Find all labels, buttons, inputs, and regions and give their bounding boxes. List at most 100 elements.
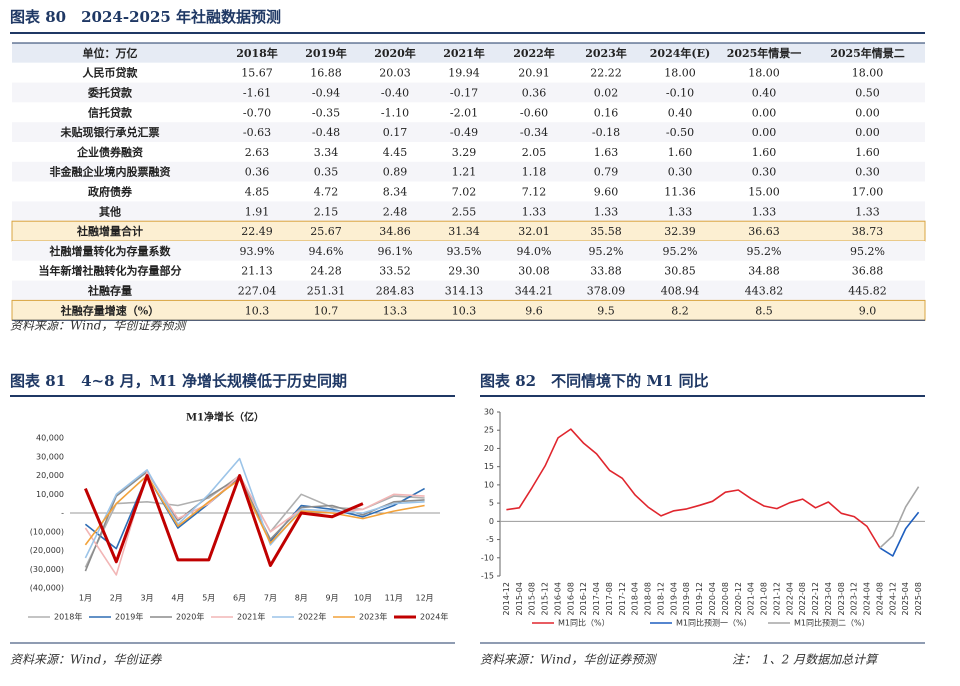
table-cell: 3.34 xyxy=(314,146,339,159)
x-tick-label: 2023-04 xyxy=(824,582,833,615)
y-tick-label: 0 xyxy=(489,517,494,526)
table-cell: 1.33 xyxy=(522,205,547,218)
series-line xyxy=(879,486,920,549)
x-tick-label: 5月 xyxy=(202,594,215,603)
table-cell: 314.13 xyxy=(445,285,484,298)
table-row xyxy=(12,280,925,301)
table-cell: 4.85 xyxy=(245,186,270,199)
table-cell: 信托贷款 xyxy=(88,105,133,119)
header-cell: 2025年情景一 xyxy=(727,46,802,60)
x-tick-label: 2020-04 xyxy=(708,582,717,615)
table-cell: 3.29 xyxy=(452,146,477,159)
x-tick-label: 9月 xyxy=(326,594,339,603)
x-tick-label: 2024-12 xyxy=(888,582,897,615)
table-cell: 0.00 xyxy=(752,126,777,139)
table-cell: -0.17 xyxy=(450,87,478,100)
x-tick-label: 10月 xyxy=(354,594,372,603)
x-tick-label: 2025-08 xyxy=(914,582,923,615)
x-tick-label: 2018-04 xyxy=(631,582,640,615)
x-tick-label: 2021-04 xyxy=(747,582,756,615)
legend-label: 2021年 xyxy=(237,612,265,622)
y-tick-label: (40,000) xyxy=(30,584,64,593)
table-cell: 社融存量 xyxy=(87,284,132,298)
x-tick-label: 2023-08 xyxy=(837,582,846,615)
table-cell: -0.10 xyxy=(666,87,694,100)
series-line xyxy=(84,457,425,559)
table-cell: 96.1% xyxy=(378,245,413,258)
table-cell: 0.89 xyxy=(383,166,408,179)
y-tick-label: 10 xyxy=(484,480,494,489)
table-cell: 1.33 xyxy=(855,205,880,218)
table-cell: 227.04 xyxy=(238,285,277,298)
y-tick-label: 10,000 xyxy=(36,490,64,499)
table-cell: 18.00 xyxy=(664,67,696,80)
table-cell: 人民币贷款 xyxy=(83,66,139,80)
table-cell: -0.40 xyxy=(381,87,409,100)
header-cell: 单位：万亿 xyxy=(83,46,138,60)
x-tick-label: 2017-08 xyxy=(605,582,614,615)
table-cell: 20.91 xyxy=(518,67,550,80)
table-cell: 9.5 xyxy=(597,304,615,317)
legend-label: M1同比预测二（%） xyxy=(794,618,870,628)
table-cell: 31.34 xyxy=(448,225,480,238)
table-cell: 9.6 xyxy=(525,304,543,317)
y-tick-label: 20 xyxy=(484,444,494,453)
table-cell: 34.88 xyxy=(748,265,780,278)
x-tick-label: 2015-04 xyxy=(515,582,524,615)
legend-label: 2024年 xyxy=(420,612,448,622)
y-tick-label: 30,000 xyxy=(36,452,64,461)
table-cell: 1.33 xyxy=(668,205,693,218)
table-cell: 社融增量转化为存量系数 xyxy=(49,244,172,258)
x-tick-label: 2024-08 xyxy=(875,582,884,615)
x-tick-label: 2022-12 xyxy=(811,582,820,615)
table-cell: 378.09 xyxy=(587,285,626,298)
y-tick-label: - xyxy=(61,509,64,518)
table-cell: 18.00 xyxy=(748,67,780,80)
table-cell: 284.83 xyxy=(376,285,415,298)
table-cell: 95.2% xyxy=(747,245,782,258)
x-tick-label: 2018-12 xyxy=(656,582,665,615)
table-row xyxy=(12,201,925,222)
table-cell: 委托贷款 xyxy=(87,86,133,100)
y-tick-label: (30,000) xyxy=(30,565,64,574)
table-cell: -1.10 xyxy=(381,106,409,119)
table-cell: 9.0 xyxy=(859,304,877,317)
table-cell: 4.72 xyxy=(314,186,339,199)
x-tick-label: 2017-04 xyxy=(592,582,601,615)
table-cell: 0.00 xyxy=(855,126,880,139)
table-cell: 95.2% xyxy=(589,245,624,258)
table-cell: 0.16 xyxy=(594,106,619,119)
x-tick-label: 7月 xyxy=(264,594,277,603)
table-cell: 22.49 xyxy=(241,225,273,238)
x-tick-label: 2016-08 xyxy=(566,582,575,615)
x-tick-label: 4月 xyxy=(171,594,184,603)
x-tick-label: 2016-12 xyxy=(579,582,588,615)
table-row xyxy=(12,82,925,103)
x-tick-label: 2月 xyxy=(110,594,123,603)
y-tick-label: -15 xyxy=(481,572,494,581)
header-cell: 2018年 xyxy=(236,46,278,60)
table-cell: 1.63 xyxy=(594,146,619,159)
table-cell: 408.94 xyxy=(661,285,700,298)
table-cell: 22.22 xyxy=(590,67,622,80)
table-cell: 95.2% xyxy=(850,245,885,258)
source: 资料来源：Wind，华创证券 xyxy=(10,653,162,667)
legend-label: 2023年 xyxy=(359,612,387,622)
table-cell: 1.60 xyxy=(855,146,880,159)
table-cell: -0.34 xyxy=(520,126,548,139)
table-cell: 10.3 xyxy=(452,304,477,317)
table-cell: 93.5% xyxy=(447,245,482,258)
x-tick-label: 2021-08 xyxy=(760,582,769,615)
table-cell: 0.30 xyxy=(668,166,693,179)
table-cell: 93.9% xyxy=(240,245,275,258)
table-cell: 当年新增社融转化为存量部分 xyxy=(39,264,182,278)
table-cell: 未贴现银行承兑汇票 xyxy=(60,125,160,139)
table-cell: 4.45 xyxy=(383,146,408,159)
table-cell: -1.61 xyxy=(243,87,271,100)
x-tick-label: 2025-04 xyxy=(901,582,910,615)
x-tick-label: 2019-08 xyxy=(682,582,691,615)
table-cell: 0.02 xyxy=(594,87,619,100)
table-cell: 32.39 xyxy=(664,225,696,238)
header-cell: 2025年情景二 xyxy=(830,46,905,60)
table-cell: 21.13 xyxy=(241,265,273,278)
